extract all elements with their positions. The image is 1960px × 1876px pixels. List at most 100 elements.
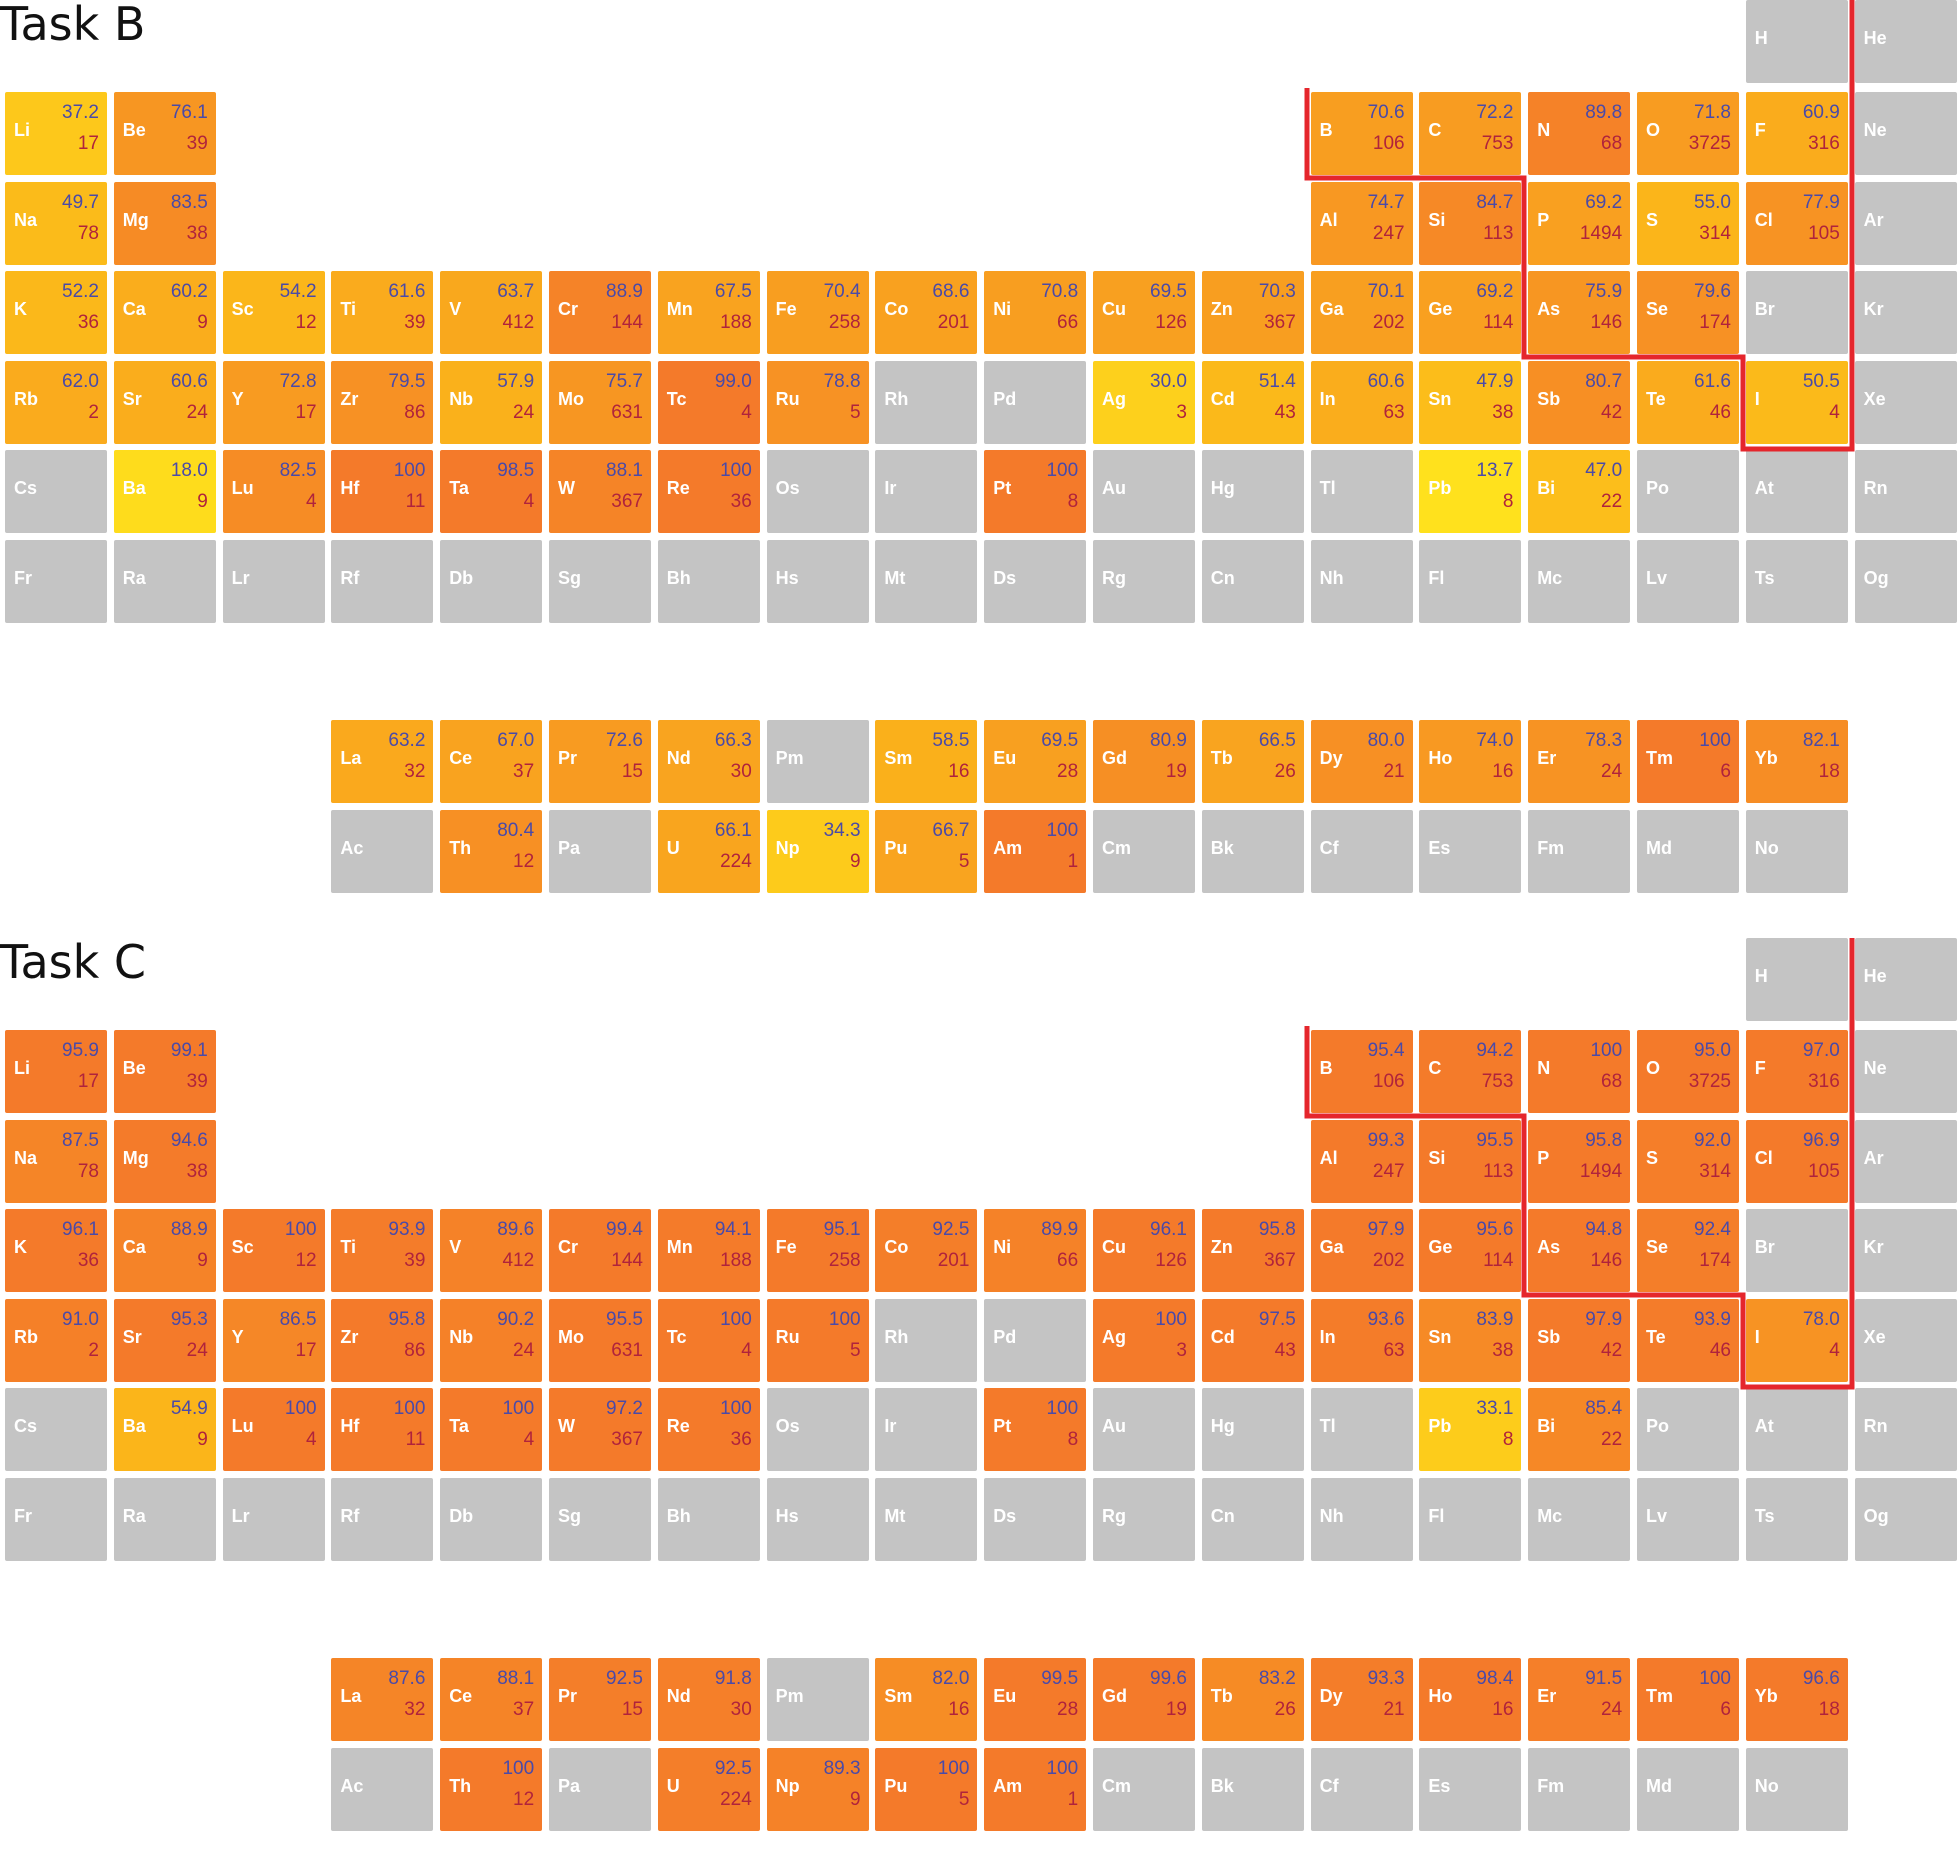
element-cell-ir: Ir [875,450,978,533]
element-symbol: He [1863,966,1887,986]
element-symbol: H [1754,966,1768,986]
element-score: 95.6 [1476,1219,1514,1240]
element-symbol: Zn [1210,299,1233,319]
element-symbol: Re [666,478,690,498]
element-count: 367 [1264,1250,1296,1271]
element-symbol: Lu [231,478,254,498]
element-symbol: Lv [1646,568,1668,588]
element-symbol: He [1863,28,1887,48]
element-symbol: Tl [1319,1416,1336,1436]
element-symbol: Rb [14,389,38,409]
element-symbol: No [1754,1776,1779,1796]
element-symbol: F [1754,1058,1766,1078]
element-cell-al: Al 99.3 247 [1310,1120,1413,1203]
element-symbol: Ir [884,478,897,498]
element-symbol: Pd [993,1327,1017,1347]
element-symbol: Tl [1319,478,1336,498]
element-count: 105 [1808,223,1840,244]
element-cell-tc: Tc 100 4 [657,1299,760,1382]
element-score: 100 [1590,1040,1623,1061]
element-score: 50.5 [1802,371,1840,392]
element-count: 753 [1481,133,1514,154]
element-cell-cr: Cr 99.4 144 [549,1209,651,1292]
element-count: 11 [405,1429,426,1450]
element-cell-ho: Ho 74.0 16 [1419,720,1522,803]
element-symbol: Fm [1537,1776,1565,1796]
element-score: 13.7 [1476,460,1514,481]
element-symbol: Mt [884,1506,906,1526]
element-score: 95.8 [388,1309,426,1330]
element-score: 88.9 [170,1219,208,1240]
element-symbol: Lu [231,1416,254,1436]
element-score: 89.9 [1041,1219,1079,1240]
element-symbol: P [1537,1148,1550,1168]
element-score: 96.9 [1802,1130,1840,1151]
element-symbol: Cu [1102,299,1126,319]
element-symbol: Hg [1210,1416,1235,1436]
element-symbol: Be [122,120,146,140]
element-score: 82.1 [1802,730,1840,751]
element-cell-pa: Pa [549,810,651,893]
element-symbol: Lv [1646,1506,1668,1526]
element-cell-pu: Pu 66.7 5 [875,810,978,893]
element-symbol: Cf [1319,1776,1339,1796]
element-count: 258 [828,1250,861,1271]
element-count: 4 [523,491,535,512]
element-symbol: Db [449,1506,474,1526]
element-symbol: I [1754,1327,1760,1347]
element-symbol: Rf [340,1506,360,1526]
element-cell-pd: Pd [984,1299,1087,1382]
element-symbol: Yb [1754,1686,1778,1706]
element-count: 113 [1483,1161,1514,1182]
element-cell-cr: Cr 88.9 144 [549,271,651,354]
element-cell-mc: Mc [1528,1478,1631,1561]
element-cell-am: Am 100 1 [984,810,1087,893]
element-cell-lu: Lu 100 4 [222,1388,325,1471]
element-symbol: Ga [1319,299,1344,319]
element-symbol: Os [775,478,800,498]
element-symbol: Cm [1102,1776,1132,1796]
element-cell-pu: Pu 100 5 [875,1748,978,1831]
element-count: 5 [850,402,861,423]
element-score: 97.9 [1367,1219,1405,1240]
element-count: 12 [513,851,535,872]
element-count: 24 [1601,761,1623,782]
element-symbol: Ac [340,1776,364,1796]
element-count: 30 [730,1699,752,1720]
element-count: 114 [1483,1250,1514,1271]
element-symbol: Sb [1537,389,1561,409]
element-symbol: Ni [993,299,1012,319]
element-cell-pt: Pt 100 8 [984,1388,1087,1471]
element-symbol: K [14,299,27,319]
element-cell-ts: Ts [1745,1478,1848,1561]
element-count: 201 [937,312,970,333]
element-symbol: Xe [1863,389,1886,409]
element-symbol: Se [1646,299,1669,319]
element-cell-dy: Dy 80.0 21 [1310,720,1413,803]
element-symbol: In [1319,389,1336,409]
element-symbol: La [340,748,362,768]
element-symbol: Cs [14,478,38,498]
element-count: 66 [1057,312,1079,333]
element-count: 8 [1502,1429,1514,1450]
element-score: 47.0 [1585,460,1623,481]
element-score: 83.5 [170,192,208,213]
element-symbol: Sn [1428,1327,1452,1347]
element-cell-pa: Pa [549,1748,651,1831]
element-cell-ne: Ne [1854,92,1957,175]
element-cell-es: Es [1419,1748,1522,1831]
element-cell-au: Au [1093,450,1195,533]
element-count: 4 [306,1429,317,1450]
element-count: 86 [404,402,426,423]
element-symbol: Au [1102,1416,1126,1436]
element-cell-u: U 92.5 224 [657,1748,760,1831]
element-cell-u: U 66.1 224 [657,810,760,893]
element-score: 82.0 [932,1668,970,1689]
element-score: 80.7 [1585,371,1623,392]
element-count: 5 [850,1340,861,1361]
element-count: 144 [611,1250,643,1271]
element-cell-tl: Tl [1310,1388,1413,1471]
element-score: 93.6 [1367,1309,1405,1330]
element-count: 9 [197,491,208,512]
element-cell-fl: Fl [1419,1478,1522,1561]
